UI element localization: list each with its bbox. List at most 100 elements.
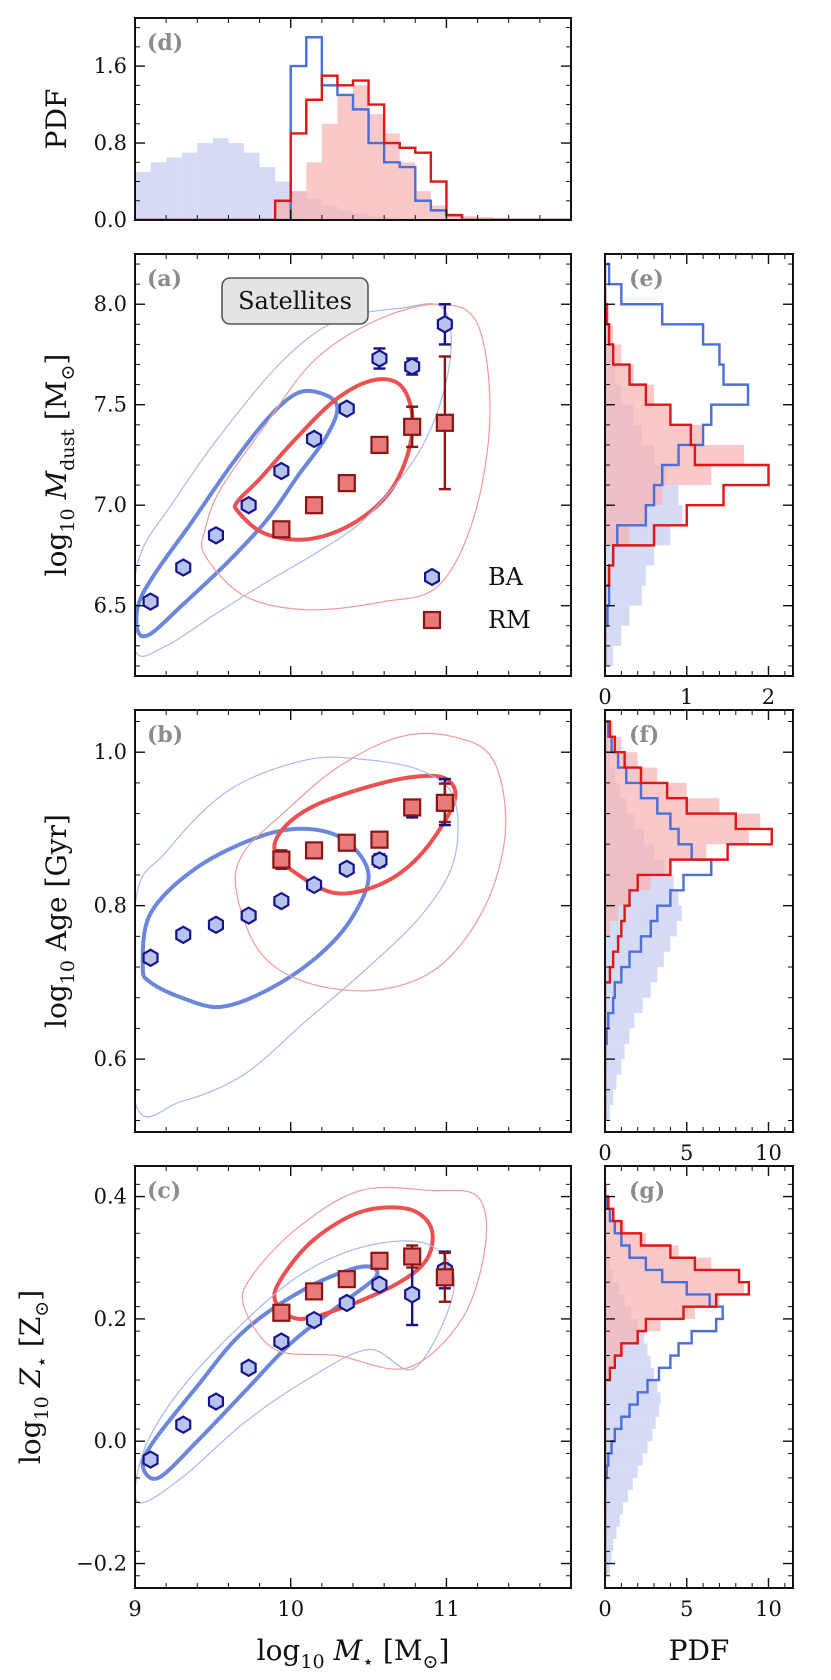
y-tick-label: 1.0 [94, 740, 127, 764]
panel-label: (d) [147, 30, 183, 56]
y-tick-label: 0.8 [94, 894, 127, 918]
hist-bar-rm [605, 905, 619, 921]
plot-area [135, 36, 571, 220]
point-rm [272, 1303, 291, 1322]
contour-outer-rm [200, 303, 491, 611]
hist-bar-rm [605, 444, 744, 465]
point-ba [371, 349, 388, 368]
y-axis-label: log10 Mdust [M⊙] [40, 354, 79, 577]
hist-bar-rm [290, 191, 307, 220]
hist-bar-rm [605, 1343, 625, 1356]
hist-bar-rm [605, 1245, 679, 1258]
y-tick-label: 7.5 [94, 393, 127, 417]
hist-bar-rm [605, 813, 761, 829]
plot-area [135, 732, 507, 1118]
point-ba [273, 891, 290, 911]
point-ba [404, 1285, 421, 1304]
point-rm [435, 413, 454, 432]
hist-bar-rm [605, 1257, 712, 1270]
point-rm [403, 417, 422, 436]
hist-step-ba [605, 1184, 724, 1576]
hist-bar-ba [605, 1089, 614, 1106]
x-tick-label: 10 [755, 1597, 782, 1621]
hist-bar-rm [605, 465, 712, 486]
hist-bar-ba [605, 967, 658, 983]
x-tick-label: 0 [598, 685, 611, 709]
plot-area [605, 262, 770, 666]
point-rm [403, 798, 422, 817]
hist-bar-rm [605, 505, 646, 526]
hist-bar-ba [605, 982, 651, 998]
hist-bar-ba [605, 1502, 623, 1515]
hist-bar-ba [605, 951, 664, 968]
panel-f: 0 5 10 (f) [598, 709, 794, 1165]
panel-g: 0 5 10 (g) PDF [598, 1165, 794, 1667]
x-tick-label: 5 [680, 1597, 693, 1621]
annotation-satellites: Satellites [238, 287, 352, 315]
hist-bar-rm [605, 798, 720, 814]
point-ba [306, 1310, 323, 1330]
hist-bar-rm [605, 1306, 695, 1319]
hist-bar-ba [605, 1490, 628, 1503]
hist-bar-ba [181, 152, 198, 220]
contour-inner-rm [232, 377, 415, 542]
hist-bar-ba [605, 997, 643, 1014]
point-rm [403, 1247, 422, 1266]
hist-bar-rm [605, 1318, 661, 1332]
x-tick-label: 0 [598, 1597, 611, 1621]
hist-bar-rm [384, 133, 400, 220]
hist-bar-ba [150, 162, 167, 220]
panel-label: (f) [629, 722, 659, 748]
plot-area [605, 720, 773, 1121]
point-ba [338, 1293, 355, 1313]
point-ba [175, 558, 192, 577]
contour-outer-rm [234, 732, 507, 992]
legend-label: RM [488, 606, 531, 634]
hist-bar-ba [605, 1392, 661, 1405]
hist-bar-ba [605, 1428, 653, 1442]
y-tick-label: 8.0 [94, 292, 127, 316]
point-ba [175, 925, 192, 945]
hist-bar-rm [368, 114, 385, 220]
point-rm [304, 1282, 324, 1301]
hist-bar-rm [605, 404, 671, 425]
hist-bar-ba [605, 645, 614, 666]
contour-outer-ba [135, 303, 452, 657]
panel-label: (a) [147, 266, 182, 292]
hist-step-rm [135, 74, 571, 220]
hist-bar-ba [605, 1477, 633, 1491]
point-rm [337, 473, 356, 493]
hist-bar-rm [605, 384, 655, 405]
hist-bar-rm [321, 123, 338, 220]
hist-bar-ba [605, 1380, 658, 1393]
hist-bar-ba [259, 167, 276, 220]
hist-bar-ba [605, 1526, 617, 1540]
hist-bar-rm [605, 767, 658, 783]
hist-step-ba [135, 36, 571, 220]
hist-bar-rm [605, 921, 610, 937]
point-ba [207, 526, 224, 545]
hist-bar-ba [605, 1367, 655, 1381]
hist-bar-rm [605, 1355, 614, 1368]
axes-frame-f [604, 709, 794, 1133]
hist-bar-ba [605, 565, 646, 586]
hist-bar-rm [605, 874, 651, 891]
contour-inner-ba [140, 1264, 380, 1481]
hist-bar-ba [605, 1551, 612, 1564]
hist-bar-ba [605, 1465, 638, 1478]
x-axis-label-pdf: PDF [669, 1634, 730, 1667]
hist-step-rm [605, 1184, 751, 1576]
point-ba [240, 1358, 257, 1378]
panel-a: 6.5 7.0 7.5 8.0 (a) Satellites BA RM log10 Mdust… [40, 253, 572, 677]
point-ba [207, 1392, 224, 1411]
hist-step-rm [605, 720, 773, 1121]
hist-bar-rm [605, 424, 704, 445]
hist-bar-ba [605, 1514, 620, 1527]
hist-bar-rm [605, 782, 687, 799]
hist-bar-ba [605, 585, 642, 606]
hist-bar-rm [605, 1294, 720, 1307]
hist-bar-rm [605, 844, 707, 860]
contour-inner-rm [272, 773, 458, 896]
hist-bar-rm [430, 205, 447, 220]
hist-bar-rm [605, 1269, 740, 1283]
